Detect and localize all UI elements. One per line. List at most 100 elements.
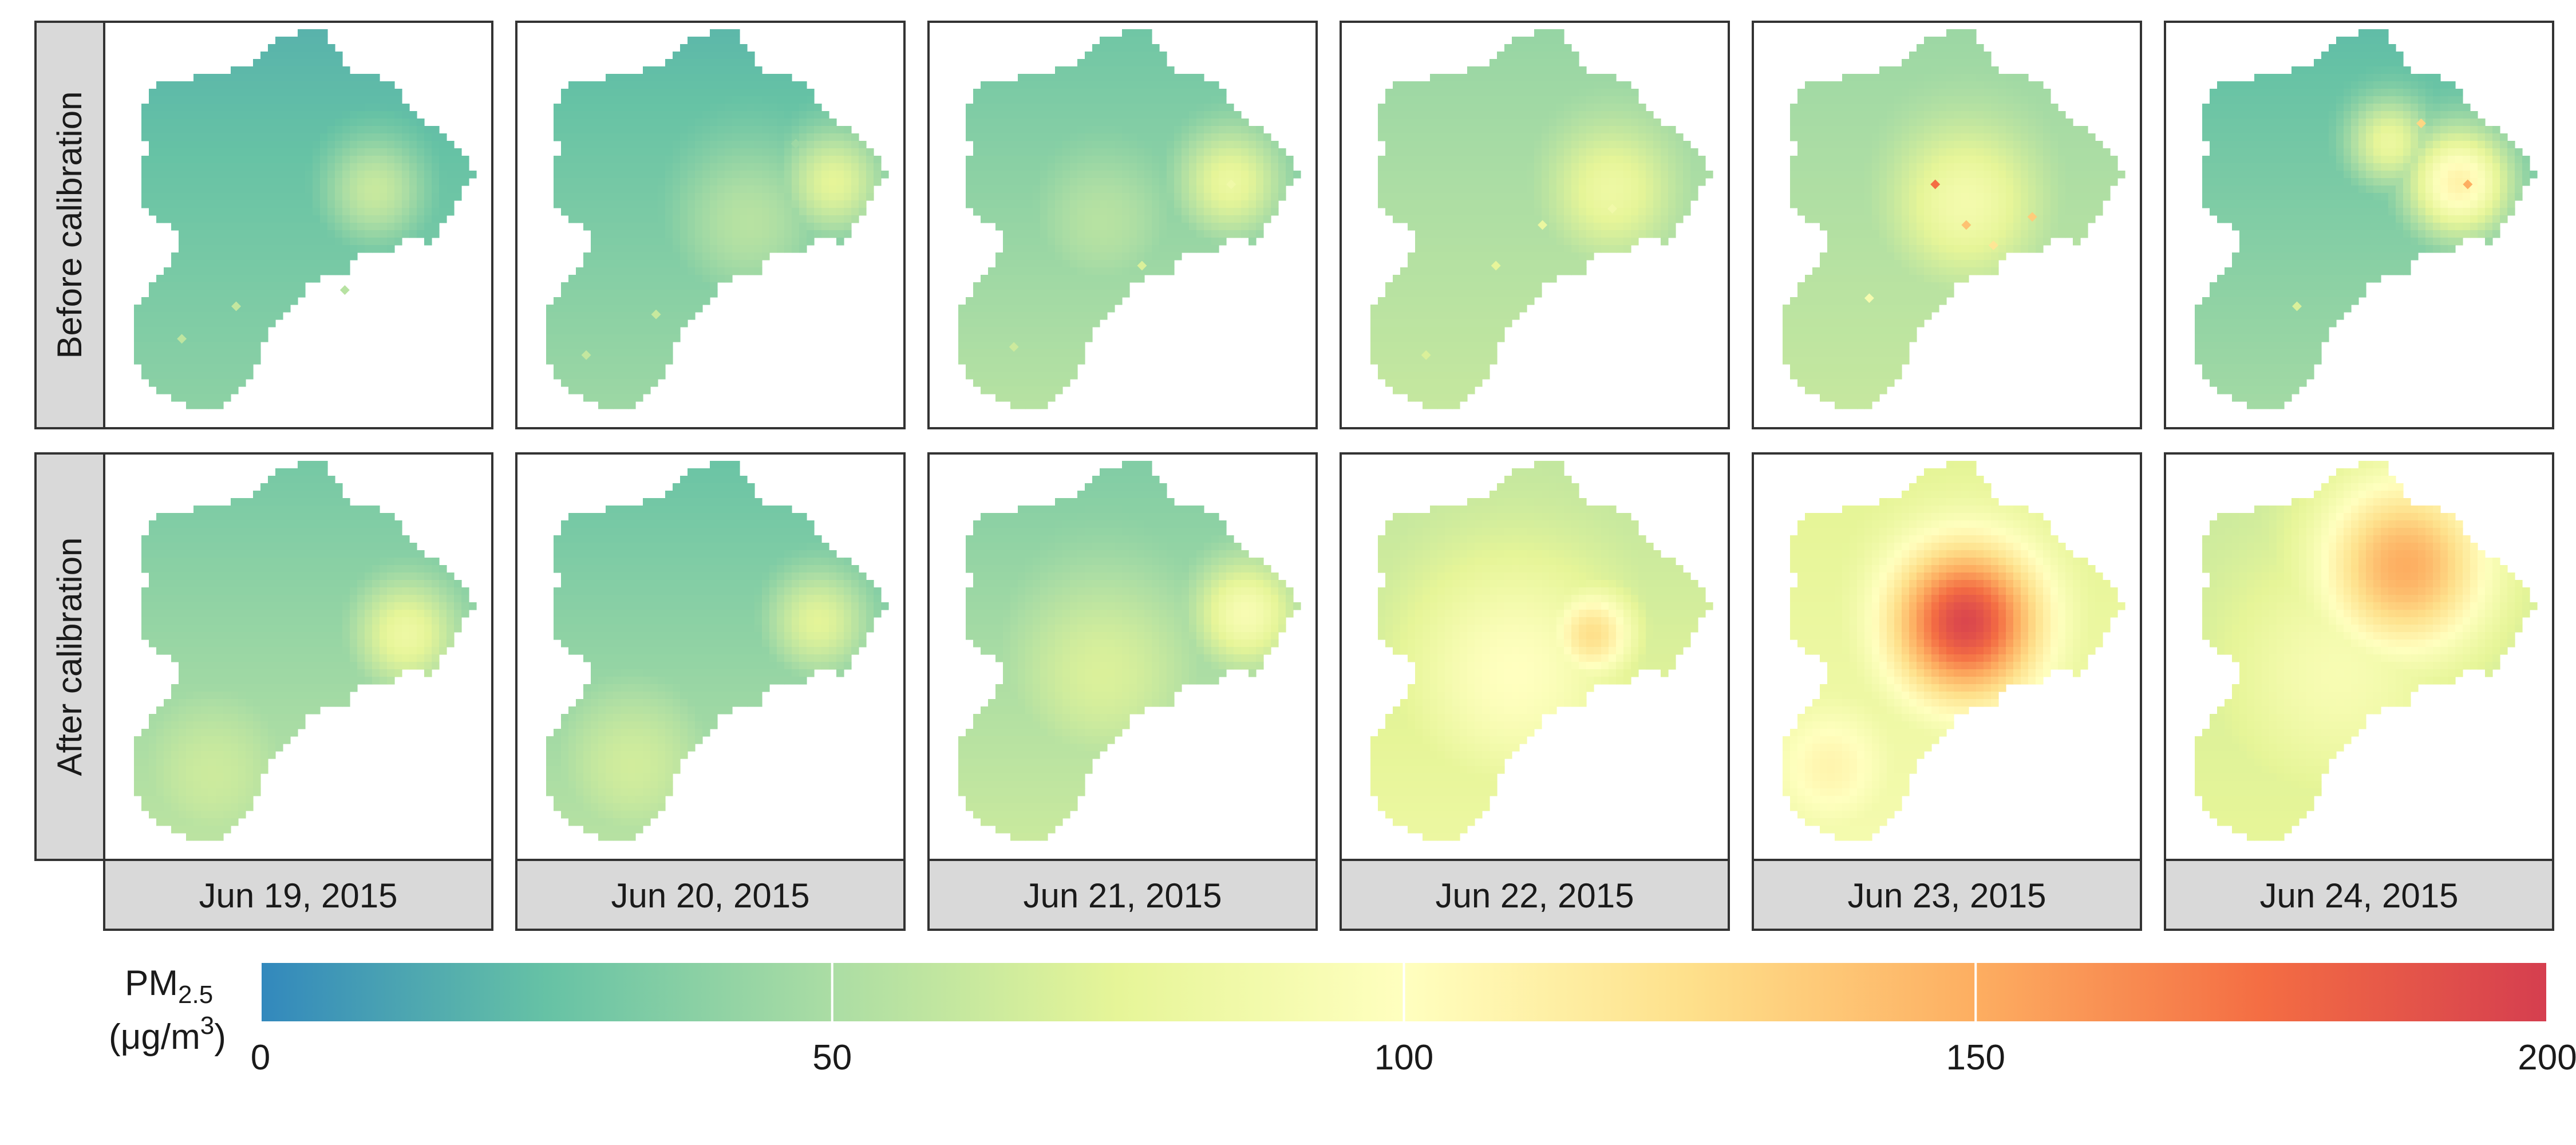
raster-cell <box>1055 372 1063 380</box>
raster-cell <box>1077 171 1085 179</box>
raster-cell <box>554 342 562 350</box>
raster-cell <box>1263 208 1271 216</box>
raster-cell <box>1070 126 1078 134</box>
raster-cell <box>313 59 321 67</box>
raster-cell <box>762 215 770 223</box>
raster-cell <box>1527 141 1535 149</box>
raster-cell <box>1527 66 1535 74</box>
raster-cell <box>606 379 614 387</box>
raster-cell <box>268 297 276 305</box>
raster-cell <box>702 178 710 186</box>
raster-cell <box>298 126 306 134</box>
raster-cell <box>1430 126 1438 134</box>
raster-cell <box>193 282 202 290</box>
raster-cell <box>1504 223 1512 231</box>
raster-cell <box>1226 141 1234 149</box>
raster-cell <box>268 89 276 97</box>
raster-cell <box>208 312 216 320</box>
raster-cell <box>1490 74 1498 82</box>
raster-cell <box>1278 178 1286 186</box>
raster-cell <box>1107 59 1115 67</box>
raster-cell <box>561 178 569 186</box>
raster-cell <box>320 215 328 223</box>
raster-cell <box>1077 342 1085 350</box>
raster-cell <box>981 133 989 141</box>
raster-cell <box>1452 178 1460 186</box>
raster-cell <box>216 260 224 268</box>
raster-cell <box>635 223 643 231</box>
raster-cell <box>1010 260 1018 268</box>
raster-cell <box>1564 171 1572 179</box>
raster-cell <box>409 193 417 201</box>
raster-cell <box>1286 171 1294 179</box>
raster-cell <box>246 282 254 290</box>
raster-cell <box>598 252 606 260</box>
raster-cell <box>1616 133 1624 141</box>
raster-cell <box>762 141 770 149</box>
raster-cell <box>1211 215 1219 223</box>
raster-cell <box>201 156 209 164</box>
raster-cell <box>1048 185 1056 194</box>
raster-cell <box>1003 342 1011 350</box>
raster-cell <box>1100 230 1108 238</box>
raster-cell <box>171 185 179 194</box>
raster-cell <box>417 163 425 171</box>
raster-cell <box>784 104 792 112</box>
raster-cell <box>365 119 373 127</box>
raster-cell <box>1400 111 1408 119</box>
raster-cell <box>231 327 239 335</box>
raster-cell <box>866 193 874 201</box>
raster-cell <box>171 394 179 402</box>
raster-cell <box>1152 111 1160 119</box>
raster-cell <box>1571 223 1579 231</box>
raster-cell <box>1415 119 1423 127</box>
raster-cell <box>1152 238 1160 246</box>
raster-cell <box>335 52 343 60</box>
raster-cell <box>454 193 462 201</box>
raster-cell <box>1467 156 1475 164</box>
raster-cell <box>1631 200 1639 208</box>
raster-cell <box>171 275 179 283</box>
raster-cell <box>1077 305 1085 313</box>
raster-cell <box>275 81 283 89</box>
raster-cell <box>1115 156 1123 164</box>
raster-cell <box>1564 44 1572 52</box>
raster-cell <box>814 200 822 208</box>
raster-cell <box>1077 163 1085 171</box>
raster-cell <box>807 148 815 156</box>
raster-cell <box>260 148 268 156</box>
raster-cell <box>717 148 725 156</box>
raster-cell <box>613 163 621 171</box>
raster-cell <box>1167 163 1175 171</box>
raster-cell <box>1025 238 1033 246</box>
raster-cell <box>568 342 576 350</box>
raster-cell <box>717 81 725 89</box>
raster-cell <box>988 334 996 342</box>
raster-cell <box>988 81 996 89</box>
raster-cell <box>1211 89 1219 97</box>
raster-cell <box>268 267 276 275</box>
raster-cell <box>342 238 350 246</box>
raster-cell <box>784 208 792 216</box>
raster-cell <box>387 148 395 156</box>
raster-cell <box>1534 193 1542 201</box>
raster-cell <box>253 81 261 89</box>
raster-cell <box>156 297 164 305</box>
raster-cell <box>320 252 328 260</box>
raster-cell <box>1025 208 1033 216</box>
raster-cell <box>561 327 569 335</box>
raster-cell <box>417 200 425 208</box>
raster-cell <box>598 171 606 179</box>
raster-cell <box>628 111 636 119</box>
raster-cell <box>1638 171 1646 179</box>
raster-cell <box>591 133 599 141</box>
raster-cell <box>1159 223 1167 231</box>
raster-cell <box>988 119 996 127</box>
raster-cell <box>1586 171 1594 179</box>
raster-cell <box>643 223 651 231</box>
raster-cell <box>268 171 276 179</box>
raster-cell <box>1482 238 1490 246</box>
raster-cell <box>275 89 283 97</box>
raster-cell <box>621 104 629 112</box>
raster-cell <box>732 260 740 268</box>
